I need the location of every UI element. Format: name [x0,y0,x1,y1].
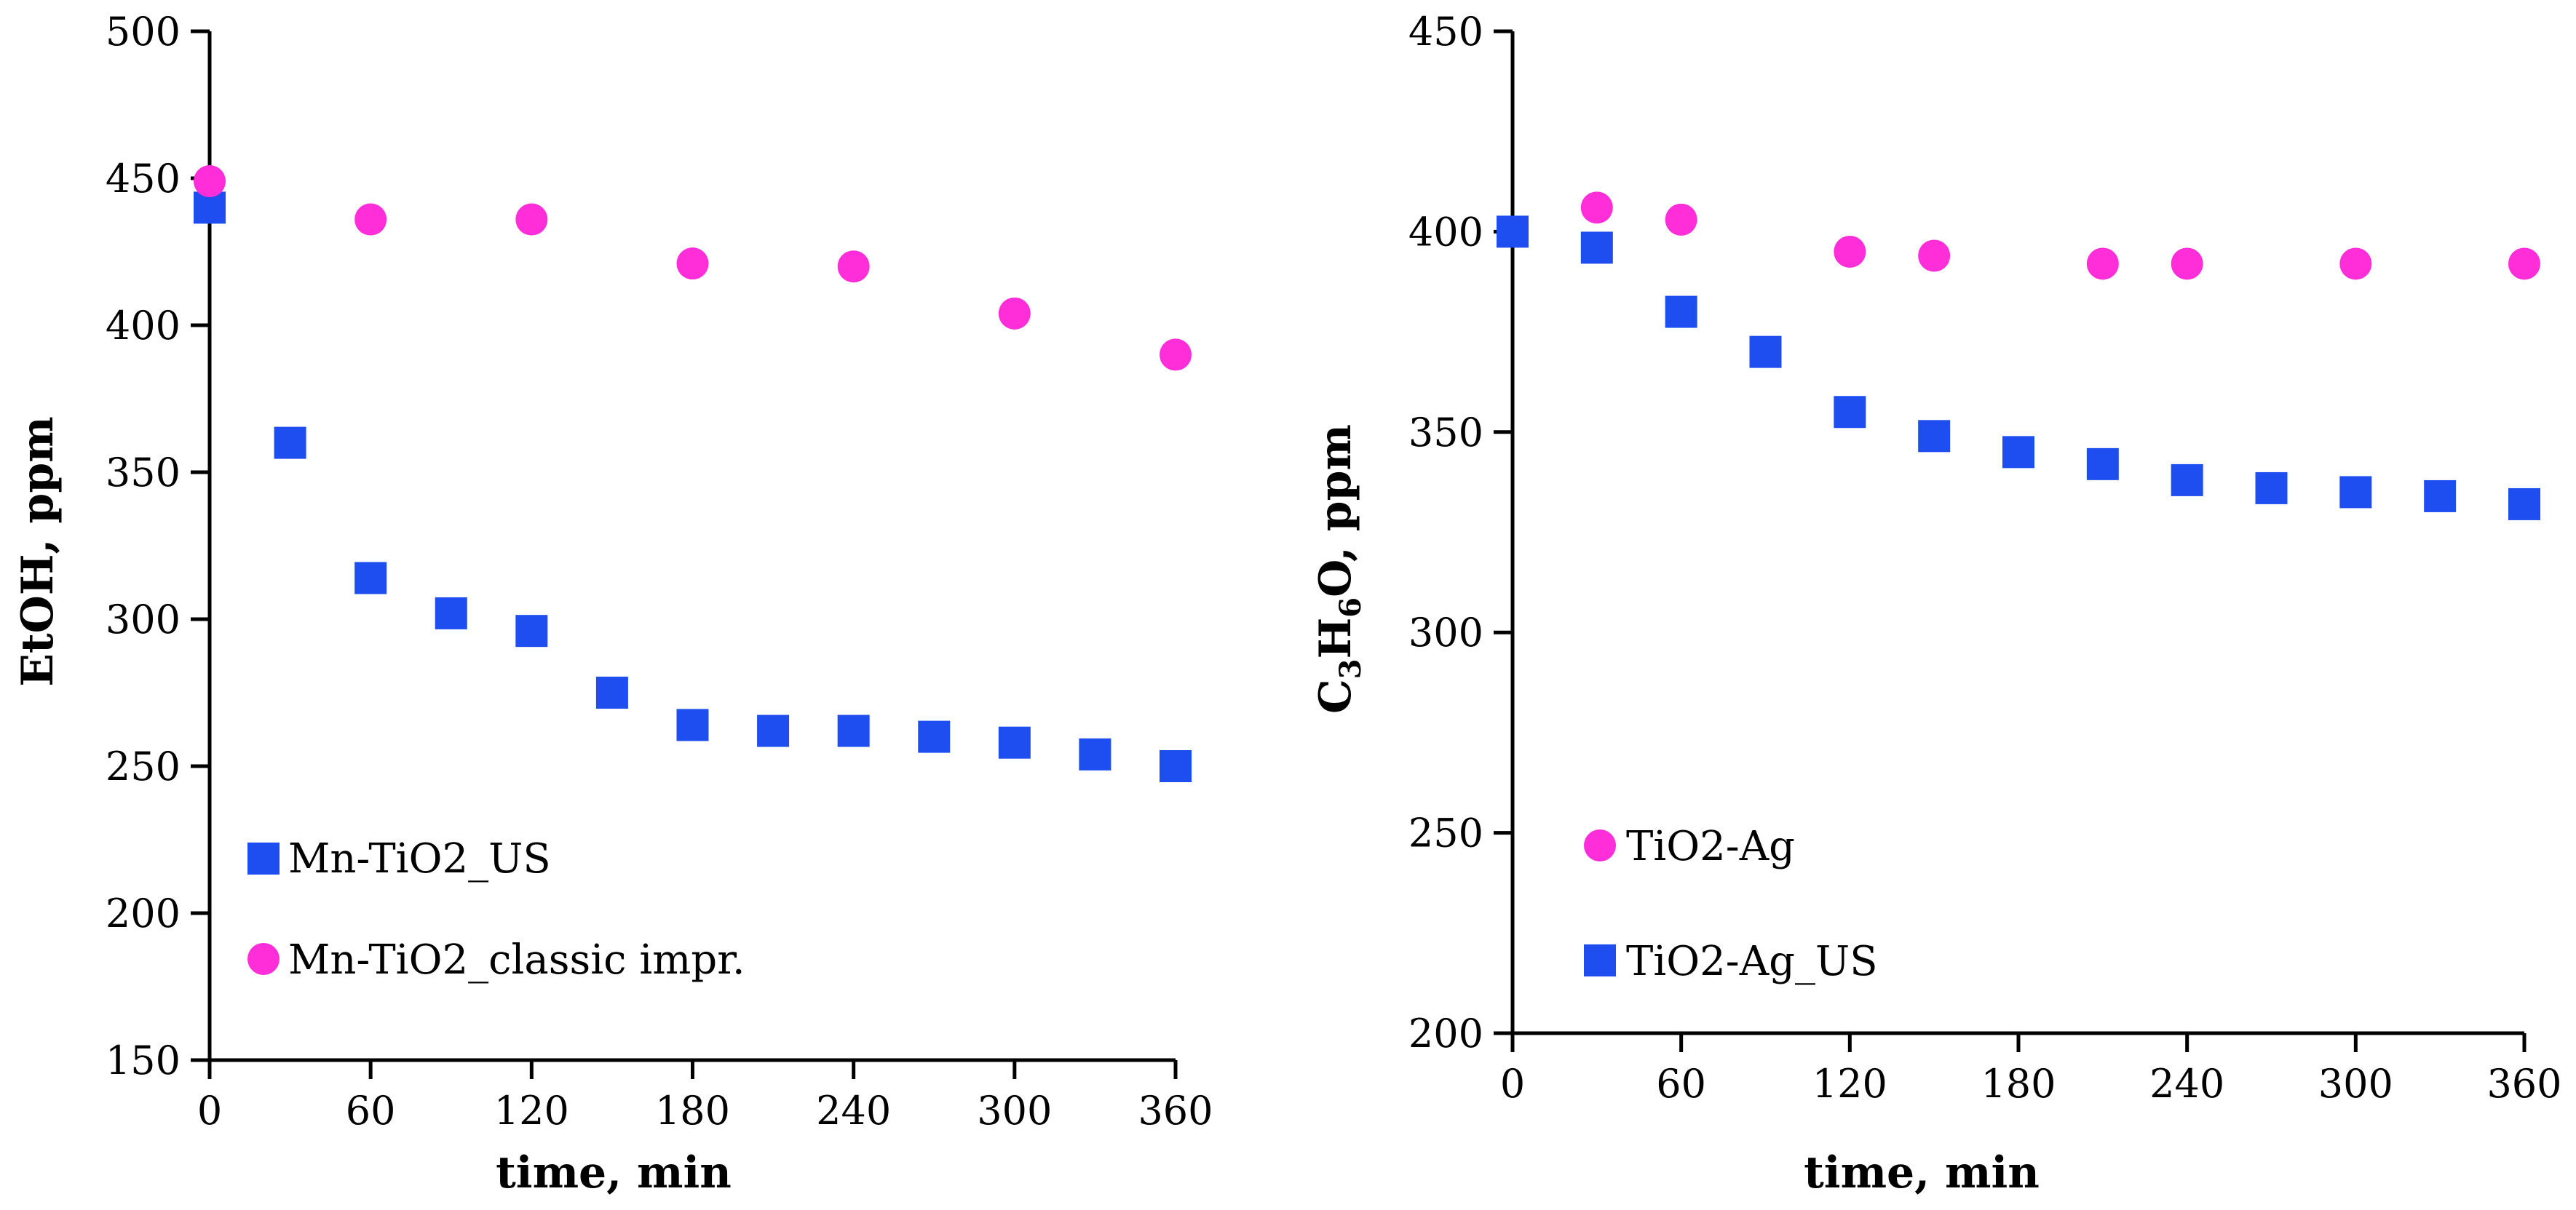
acetone-chart-series [1497,191,2540,520]
legend-marker-mn-tio2-classic [247,943,280,975]
data-point-tio2-ag [2508,247,2540,280]
data-point-mn-tio2-us [837,715,870,747]
acetone-chart-legend: TiO2-Ag TiO2-Ag_US [1584,823,1878,985]
data-point-tio2-ag-us [2424,479,2457,512]
y-tick-label: 200 [1408,1011,1483,1056]
x-tick-label: 240 [2149,1061,2224,1107]
data-point-mn-tio2-us [354,562,387,594]
y-tick-label: 300 [106,597,181,642]
y-tick-label: 300 [1408,610,1483,656]
data-point-mn-tio2-classic-impr [837,250,870,283]
data-point-tio2-ag-us [2255,471,2288,504]
x-tick-label: 360 [2486,1061,2561,1107]
x-tick-label: 240 [816,1088,891,1134]
y-title-o-ppm: O, ppm [1310,424,1361,597]
acetone-chart-axes [1510,31,2524,1035]
data-point-mn-tio2-us [918,720,951,753]
data-point-tio2-ag-us [2002,436,2034,469]
x-tick-label: 120 [1812,1061,1887,1107]
ethanol-chart-y-ticks: 150 200 250 300 350 400 450 500 [106,9,210,1083]
legend-label-mn-tio2-classic: Mn-TiO2_classic impr. [288,936,745,984]
x-tick-label: 0 [1500,1061,1525,1107]
y-title-sub-3: 3 [1333,658,1368,679]
data-point-tio2-ag [2339,247,2372,280]
x-tick-label: 0 [197,1088,222,1134]
y-title-c: C [1310,679,1361,714]
data-point-mn-tio2-us [515,615,548,648]
ethanol-chart-legend: Mn-TiO2_US Mn-TiO2_classic impr. [247,835,745,984]
data-point-mn-tio2-classic-impr [676,247,709,280]
y-tick-label: 150 [106,1038,181,1083]
y-tick-label: 500 [106,9,181,55]
legend-label-tio2-ag: TiO2-Ag [1626,823,1795,870]
data-point-mn-tio2-classic-impr [515,203,548,236]
data-point-mn-tio2-us [274,426,306,459]
data-point-tio2-ag-us [2339,476,2372,509]
ethanol-chart-axes [207,31,1176,1062]
ethanol-chart-series [194,165,1192,782]
y-tick-label: 400 [106,303,181,349]
ethanol-chart-x-title: time, min [496,1147,732,1198]
y-tick-label: 400 [1408,209,1483,255]
ethanol-chart-x-ticks: 0 60 120 180 240 300 360 [197,1060,1213,1134]
ethanol-chart-y-title: EtOH, ppm [12,416,63,687]
y-title-h: H [1310,618,1361,659]
legend-marker-mn-tio2-us [247,843,280,875]
data-point-tio2-ag-us [2508,487,2540,520]
data-point-mn-tio2-classic-impr [354,203,387,236]
x-tick-label: 360 [1138,1088,1213,1134]
acetone-chart-x-ticks: 0 60 120 180 240 300 360 [1500,1033,2562,1107]
data-point-mn-tio2-us [1160,750,1192,782]
data-point-tio2-ag-us [1749,335,1782,368]
data-point-tio2-ag [1834,235,1866,268]
legend-marker-tio2-ag [1584,829,1616,861]
data-point-tio2-ag-us [1665,295,1697,328]
acetone-chart-x-title: time, min [1804,1147,2040,1198]
data-point-tio2-ag [2171,247,2203,280]
y-tick-label: 350 [106,450,181,495]
x-tick-label: 180 [1981,1061,2056,1107]
y-tick-label: 450 [1408,9,1483,55]
data-point-mn-tio2-us [435,597,467,629]
legend-label-mn-tio2-us: Mn-TiO2_US [288,835,551,883]
acetone-chart-y-title: C3H6O, ppm [1310,424,1368,714]
data-point-mn-tio2-classic-impr [998,297,1031,330]
x-tick-label: 120 [494,1088,569,1134]
data-point-mn-tio2-us [1079,738,1111,771]
data-point-tio2-ag [2086,247,2119,280]
data-point-mn-tio2-us [998,726,1031,759]
data-point-tio2-ag-us [1834,396,1866,429]
data-point-mn-tio2-us [757,715,790,747]
data-point-mn-tio2-classic-impr [194,165,226,198]
x-tick-label: 300 [977,1088,1052,1134]
data-point-mn-tio2-us [676,709,709,741]
legend-label-tio2-ag-us: TiO2-Ag_US [1626,938,1878,985]
x-tick-label: 60 [346,1088,396,1134]
data-point-mn-tio2-classic-impr [1160,338,1192,371]
y-tick-label: 200 [106,891,181,936]
y-tick-label: 350 [1408,410,1483,455]
y-tick-label: 250 [106,744,181,789]
x-tick-label: 60 [1656,1061,1706,1107]
acetone-chart-y-ticks: 200 250 300 350 400 450 [1408,9,1513,1056]
x-tick-label: 180 [655,1088,730,1134]
data-point-tio2-ag-us [1580,231,1613,264]
data-point-tio2-ag [1580,191,1613,224]
acetone-chart: 200 250 300 350 400 450 0 60 120 180 240 300 360 ti… [1310,9,2562,1198]
x-tick-label: 300 [2318,1061,2393,1107]
y-tick-label: 450 [106,156,181,202]
data-point-tio2-ag-us [2171,463,2203,496]
data-point-tio2-ag [1665,203,1697,236]
y-tick-label: 250 [1408,811,1483,856]
data-point-mn-tio2-us [595,677,628,709]
data-point-tio2-ag-us [1918,420,1951,453]
data-point-tio2-ag-us [2086,447,2119,480]
ethanol-chart: 150 200 250 300 350 400 450 500 0 60 120 180 240 300… [12,9,1213,1198]
data-point-tio2-ag-us [1497,215,1529,248]
data-point-tio2-ag [1918,239,1951,272]
legend-marker-tio2-ag-us [1584,944,1616,976]
y-title-sub-6: 6 [1333,597,1368,618]
